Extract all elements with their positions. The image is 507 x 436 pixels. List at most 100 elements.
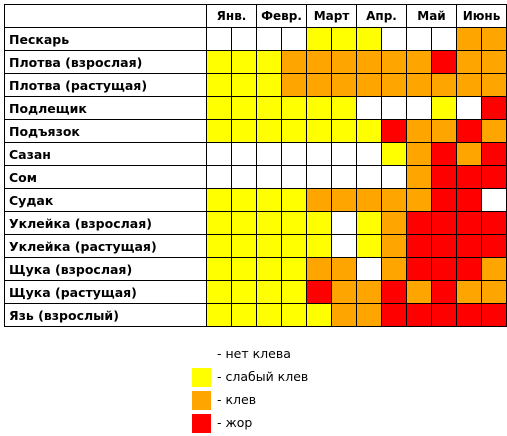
bite-cell-weak xyxy=(306,27,332,51)
bite-cell-feed xyxy=(431,142,457,166)
bite-cell-feed xyxy=(381,280,407,304)
bite-cell-weak xyxy=(306,234,332,258)
bite-cell-weak xyxy=(206,96,232,120)
bite-cell-none xyxy=(356,165,382,189)
bite-cell-feed xyxy=(481,96,507,120)
bite-cell-weak xyxy=(256,234,282,258)
bite-cell-none xyxy=(331,142,357,166)
bite-cell-feed xyxy=(381,119,407,143)
legend-label: - жор xyxy=(217,415,253,430)
bite-cell-none xyxy=(331,165,357,189)
bite-cell-bite xyxy=(456,142,482,166)
bite-cell-bite xyxy=(481,73,507,97)
month-header: Март xyxy=(306,4,357,28)
bite-cell-bite xyxy=(431,73,457,97)
bite-cell-bite xyxy=(406,188,432,212)
fish-name: Уклейка (взрослая) xyxy=(4,211,207,235)
bite-cell-bite xyxy=(481,50,507,74)
bite-cell-bite xyxy=(281,73,307,97)
bite-cell-feed xyxy=(406,234,432,258)
bite-cell-bite xyxy=(381,188,407,212)
table-row: Подлещик xyxy=(4,96,507,120)
bite-cell-feed xyxy=(431,234,457,258)
bite-cell-weak xyxy=(281,119,307,143)
bite-cell-weak xyxy=(231,188,257,212)
bite-cell-weak xyxy=(206,188,232,212)
fish-name: Пескарь xyxy=(4,27,207,51)
bite-cell-feed xyxy=(406,303,432,327)
bite-cell-feed xyxy=(406,257,432,281)
bite-cell-none xyxy=(381,27,407,51)
bite-cell-weak xyxy=(281,303,307,327)
bite-cell-weak xyxy=(306,303,332,327)
bite-cell-none xyxy=(331,234,357,258)
fish-name: Щука (взрослая) xyxy=(4,257,207,281)
bite-cell-none xyxy=(256,142,282,166)
bite-cell-bite xyxy=(381,234,407,258)
bite-cell-feed xyxy=(456,188,482,212)
bite-cell-weak xyxy=(231,211,257,235)
bite-cell-weak xyxy=(281,280,307,304)
month-header: Апр. xyxy=(356,4,407,28)
bite-cell-bite xyxy=(406,142,432,166)
bite-cell-none xyxy=(281,142,307,166)
bite-cell-bite xyxy=(331,257,357,281)
fish-name: Сазан xyxy=(4,142,207,166)
fish-name: Уклейка (растущая) xyxy=(4,234,207,258)
table-row: Сазан xyxy=(4,142,507,166)
bite-cell-bite xyxy=(431,119,457,143)
bite-cell-weak xyxy=(281,96,307,120)
bite-cell-weak xyxy=(231,50,257,74)
bite-cell-feed xyxy=(431,165,457,189)
fish-name: Подлещик xyxy=(4,96,207,120)
bite-cell-weak xyxy=(206,50,232,74)
bite-cell-bite xyxy=(481,27,507,51)
bite-cell-weak xyxy=(331,96,357,120)
bite-cell-weak xyxy=(381,142,407,166)
bite-cell-weak xyxy=(281,257,307,281)
bite-cell-bite xyxy=(481,119,507,143)
bite-cell-feed xyxy=(456,257,482,281)
legend-swatch xyxy=(192,345,211,364)
bite-cell-weak xyxy=(231,280,257,304)
bite-cell-none xyxy=(206,142,232,166)
bite-cell-bite xyxy=(331,303,357,327)
bite-cell-bite xyxy=(306,50,332,74)
bite-cell-bite xyxy=(331,73,357,97)
bite-cell-bite xyxy=(456,280,482,304)
bite-cell-weak xyxy=(256,188,282,212)
bite-cell-bite xyxy=(356,303,382,327)
legend-swatch xyxy=(192,391,211,410)
bite-cell-bite xyxy=(306,257,332,281)
bite-cell-bite xyxy=(381,50,407,74)
bite-cell-weak xyxy=(356,119,382,143)
bite-cell-bite xyxy=(406,73,432,97)
bite-cell-bite xyxy=(306,188,332,212)
bite-cell-weak xyxy=(206,234,232,258)
table-row: Плотва (взрослая) xyxy=(4,50,507,74)
bite-cell-weak xyxy=(306,96,332,120)
bite-cell-bite xyxy=(381,73,407,97)
bite-cell-bite xyxy=(281,50,307,74)
bite-cell-weak xyxy=(356,27,382,51)
bite-cell-feed xyxy=(481,142,507,166)
bite-cell-feed xyxy=(431,188,457,212)
bite-cell-feed xyxy=(481,234,507,258)
bite-cell-none xyxy=(431,27,457,51)
bite-cell-bite xyxy=(481,280,507,304)
bite-cell-weak xyxy=(256,73,282,97)
table-row: Щука (взрослая) xyxy=(4,257,507,281)
legend-label: - слабый клев xyxy=(217,369,309,384)
table-row: Сом xyxy=(4,165,507,189)
fish-name: Судак xyxy=(4,188,207,212)
bite-cell-feed xyxy=(306,280,332,304)
bite-cell-bite xyxy=(456,27,482,51)
bite-cell-bite xyxy=(331,188,357,212)
bite-cell-weak xyxy=(206,211,232,235)
bite-cell-none xyxy=(406,96,432,120)
bite-cell-none xyxy=(356,142,382,166)
bite-cell-weak xyxy=(331,27,357,51)
bite-cell-weak xyxy=(306,119,332,143)
bite-cell-weak xyxy=(256,280,282,304)
bite-cell-feed xyxy=(456,119,482,143)
